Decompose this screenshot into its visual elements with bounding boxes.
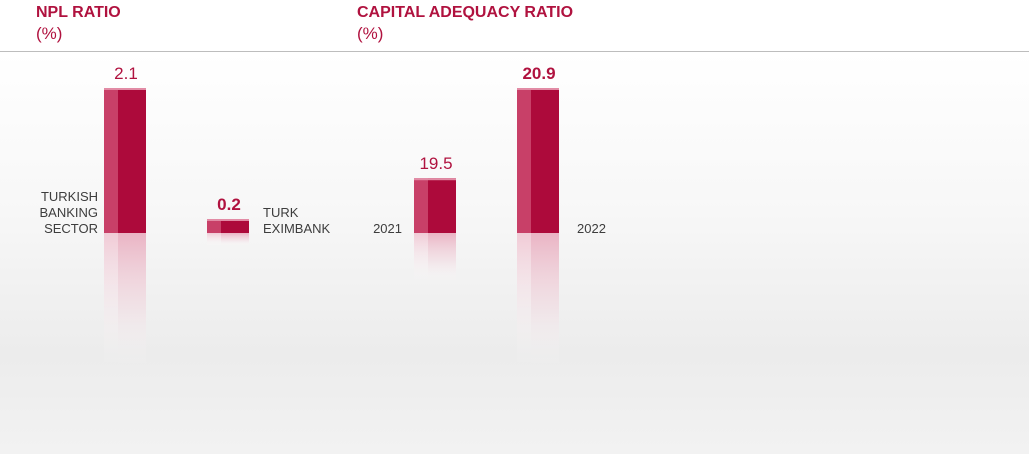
bar-reflection-front [221, 233, 249, 246]
bar-value-label: 19.5 [419, 154, 452, 173]
bar-top-face [207, 219, 249, 221]
bar-value-label: 2.1 [114, 64, 138, 83]
npl-chart-unit: (%) [36, 24, 63, 43]
category-label-line: SECTOR [44, 221, 98, 236]
bar-reflection-side [414, 233, 428, 284]
bar-front-face [428, 178, 456, 233]
bar-0-0 [104, 88, 146, 367]
category-label-line: EXIMBANK [263, 221, 331, 236]
bar-front-face [118, 88, 146, 233]
bar-value-label: 20.9 [522, 64, 555, 83]
bar-top-face [104, 88, 146, 90]
bar-reflection-front [118, 233, 146, 367]
header-divider [0, 51, 1029, 52]
category-label-line: BANKING [39, 205, 98, 220]
bar-top-face [414, 178, 456, 181]
npl-chart-title: NPL RATIO [36, 4, 121, 21]
bar-reflection-front [531, 233, 559, 367]
bar-top-face [517, 88, 559, 90]
plot-background [0, 52, 1029, 454]
car-chart-unit: (%) [357, 24, 384, 43]
category-label-line: 2022 [577, 221, 606, 236]
category-label-line: TURKISH [41, 189, 98, 204]
category-label: 2021 [373, 221, 402, 236]
bar-reflection-side [517, 233, 531, 367]
bar-value-label: 0.2 [217, 195, 241, 214]
car-chart-title: CAPITAL ADEQUACY RATIO [357, 4, 574, 21]
bar-1-1 [517, 88, 559, 367]
bar-0-1 [207, 219, 249, 246]
bar-front-face [221, 219, 249, 233]
bar-front-face [531, 88, 559, 233]
bar-reflection-front [428, 233, 456, 284]
bar-side-face [207, 219, 221, 233]
bar-reflection-side [207, 233, 221, 246]
bar-side-face [104, 88, 118, 233]
category-label: 2022 [577, 221, 606, 236]
bar-side-face [517, 88, 531, 233]
category-label-line: TURK [263, 205, 299, 220]
bar-reflection-side [104, 233, 118, 367]
bar-side-face [414, 178, 428, 233]
category-label-line: 2021 [373, 221, 402, 236]
bar-1-0 [414, 178, 456, 284]
